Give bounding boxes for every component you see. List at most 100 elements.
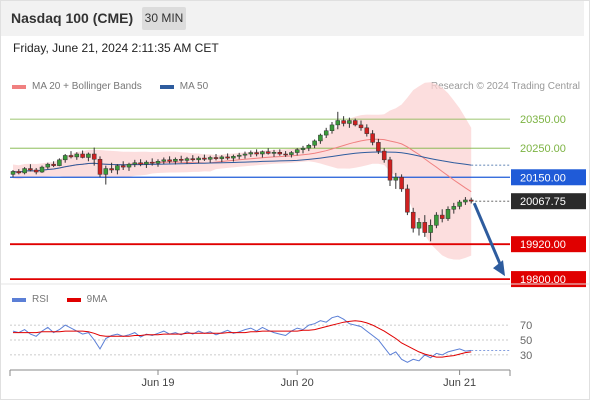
candle-up bbox=[161, 159, 167, 162]
candle-down bbox=[387, 159, 393, 181]
candle-up bbox=[126, 163, 132, 168]
rsi-9ma-line bbox=[13, 320, 472, 358]
ma50-legend-label: MA 50 bbox=[179, 81, 209, 92]
candle-up bbox=[329, 124, 335, 131]
candle-up bbox=[132, 162, 138, 165]
candle-up bbox=[184, 158, 190, 161]
candle-up bbox=[242, 153, 248, 156]
candle-up bbox=[103, 168, 109, 175]
level-label-box-support bbox=[511, 236, 586, 253]
candle-down bbox=[370, 133, 375, 143]
candle-down bbox=[468, 199, 474, 202]
rsi-panel: 70 50 30 bbox=[10, 315, 532, 363]
rsi9ma-legend-label: 9MA bbox=[86, 294, 108, 305]
candle-down bbox=[381, 150, 387, 161]
rsi-line bbox=[12, 315, 472, 363]
forecast-arrow-shaft bbox=[472, 202, 503, 267]
bollinger-bands bbox=[13, 82, 472, 260]
candle-down bbox=[202, 157, 207, 160]
rsi-tick-label: 70 bbox=[520, 320, 532, 332]
candle-down bbox=[358, 124, 364, 129]
candle-up bbox=[248, 152, 254, 155]
level-label-resistance: 20250.00 bbox=[520, 143, 566, 155]
candle-up bbox=[306, 145, 312, 149]
candle-up bbox=[289, 152, 294, 155]
level-label-support: 19920.00 bbox=[520, 239, 566, 251]
moving-averages bbox=[12, 138, 510, 193]
candle-up bbox=[74, 153, 80, 158]
timeframe-button[interactable]: 30 MIN bbox=[142, 7, 186, 30]
candle-up bbox=[416, 222, 422, 229]
candle-up bbox=[207, 157, 213, 160]
candle-up bbox=[155, 161, 161, 164]
ma50-line bbox=[12, 151, 472, 173]
candle-up bbox=[231, 156, 236, 159]
candle-down bbox=[97, 158, 103, 175]
level-label-box-support bbox=[511, 271, 586, 288]
candle-down bbox=[352, 120, 358, 126]
candle-up bbox=[45, 163, 51, 168]
rsi9ma-swatch bbox=[66, 297, 81, 302]
last-price-label: 20067.75 bbox=[520, 196, 566, 208]
candle-down bbox=[91, 153, 97, 160]
candle-down bbox=[178, 158, 184, 161]
forecast-arrow bbox=[472, 202, 505, 277]
x-axis-label: Jun 20 bbox=[281, 377, 314, 389]
candle-down bbox=[68, 155, 74, 158]
candle-down bbox=[376, 142, 381, 152]
candle-down bbox=[225, 156, 230, 159]
candle-down bbox=[149, 161, 155, 164]
forecast-arrow-head bbox=[493, 260, 505, 277]
candle-down bbox=[422, 222, 428, 233]
candle-down bbox=[283, 153, 288, 156]
candle-down bbox=[254, 152, 259, 155]
candle-up bbox=[62, 155, 68, 161]
candle-down bbox=[265, 151, 271, 154]
ma50-swatch bbox=[159, 84, 174, 89]
candle-down bbox=[190, 158, 196, 161]
price-legend: MA 20 + Bollinger Bands MA 50 bbox=[12, 81, 226, 92]
candles bbox=[10, 111, 474, 242]
candle-down bbox=[439, 214, 445, 219]
candle-up bbox=[451, 206, 457, 210]
candle-down bbox=[405, 188, 410, 213]
ma20-legend-label: MA 20 + Bollinger Bands bbox=[32, 81, 142, 92]
candle-up bbox=[236, 154, 242, 157]
candle-up bbox=[445, 209, 451, 219]
candle-down bbox=[28, 168, 33, 171]
candle-up bbox=[428, 225, 433, 233]
candle-up bbox=[457, 201, 462, 207]
level-label-resistance: 20350.00 bbox=[520, 114, 566, 126]
rsi-legend-label: RSI bbox=[32, 294, 49, 305]
x-axis-label: Jun 19 bbox=[141, 377, 174, 389]
candle-down bbox=[277, 152, 283, 155]
last-price-box bbox=[511, 193, 586, 210]
candle-down bbox=[33, 169, 39, 173]
chart-datetime: Friday, June 21, 2024 2:11:35 AM CET bbox=[13, 41, 219, 55]
candle-up bbox=[312, 140, 317, 146]
candle-up bbox=[115, 165, 120, 171]
candle-up bbox=[39, 166, 45, 173]
candle-down bbox=[399, 177, 404, 190]
candle-up bbox=[318, 134, 323, 142]
rsi-tick-label: 30 bbox=[520, 350, 532, 362]
x-axis-label: Jun 21 bbox=[443, 377, 476, 389]
candle-down bbox=[109, 168, 114, 171]
price-labels: 20350.00 20250.00 20150.00 19920.00 19800.00… bbox=[511, 114, 586, 288]
candle-up bbox=[10, 171, 16, 175]
ma20-swatch bbox=[12, 84, 26, 89]
candle-up bbox=[260, 151, 265, 155]
level-label-support: 19800.00 bbox=[520, 274, 566, 286]
candle-up bbox=[393, 177, 399, 181]
bollinger-band-fill bbox=[13, 82, 472, 260]
candle-up bbox=[434, 214, 439, 226]
candle-down bbox=[16, 171, 22, 174]
rsi-swatch bbox=[12, 297, 26, 302]
candle-up bbox=[347, 120, 352, 124]
candle-down bbox=[364, 127, 370, 134]
level-label-pivot: 20150.00 bbox=[520, 172, 566, 184]
candle-up bbox=[335, 120, 341, 126]
rsi-tick-label: 50 bbox=[520, 335, 532, 347]
instrument-title: Nasdaq 100 (CME) bbox=[11, 10, 134, 26]
candle-up bbox=[463, 199, 468, 203]
